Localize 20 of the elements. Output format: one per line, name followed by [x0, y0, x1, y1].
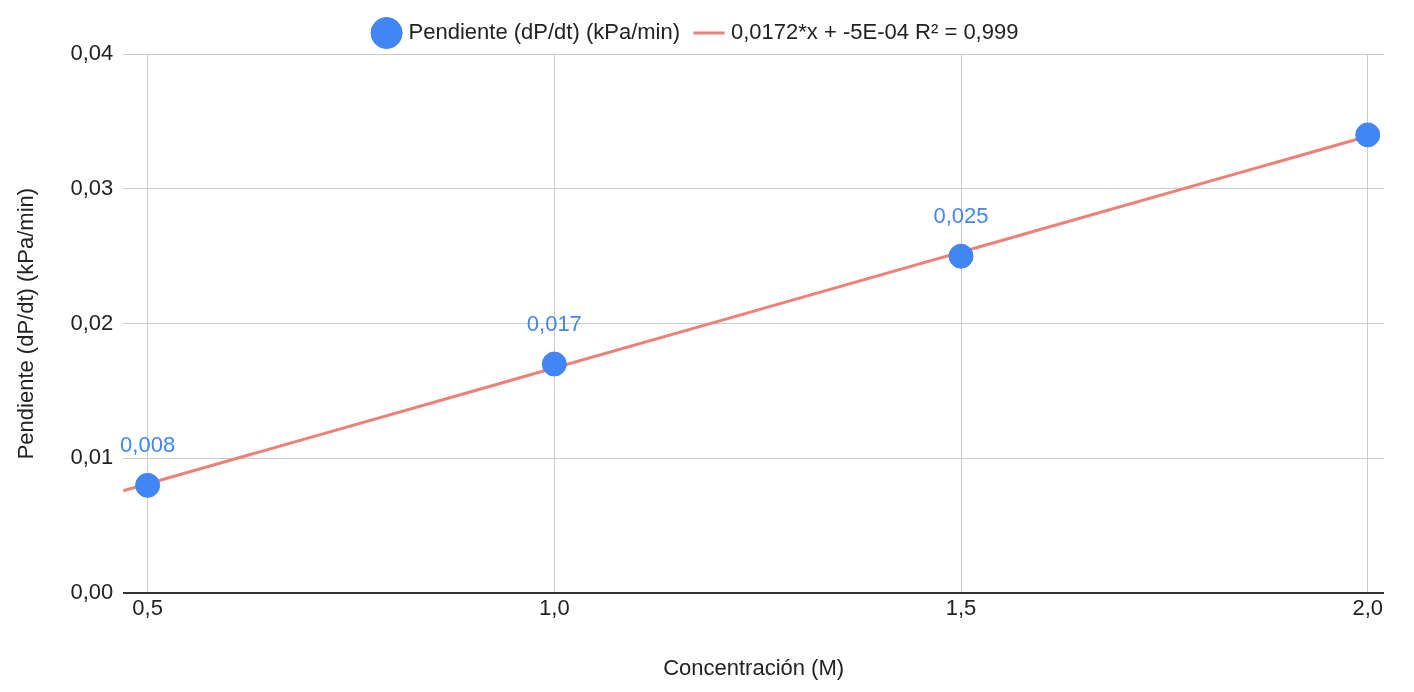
- x-tick-label: 1,5: [945, 595, 977, 621]
- y-tick-label: 0,01: [70, 444, 114, 470]
- point: [135, 472, 161, 498]
- y-tick-label: 0,00: [70, 579, 114, 605]
- data-label: 0,025: [933, 203, 989, 229]
- y-axis-title: Pendiente (dP/dt) (kPa/min): [13, 187, 39, 460]
- legend-label: Pendiente (dP/dt) (kPa/min): [408, 19, 681, 45]
- y-tick-label: 0,04: [70, 40, 114, 66]
- y-tick-label: 0,02: [70, 309, 114, 335]
- x-tick-label: 2,0: [1352, 595, 1384, 621]
- legend-label: 0,0172*x + -5E-04 R² = 0,999: [731, 19, 1019, 45]
- point: [948, 243, 974, 269]
- data-label: 0,017: [526, 311, 582, 337]
- x-tick-label: 1,0: [539, 595, 570, 621]
- point: [1355, 122, 1381, 148]
- x-axis-title: Concentración (M): [663, 654, 845, 680]
- x-tick-label: 0,5: [132, 595, 163, 621]
- data-label: 0,008: [120, 432, 176, 458]
- y-tick-label: 0,03: [70, 174, 114, 200]
- point: [541, 351, 567, 377]
